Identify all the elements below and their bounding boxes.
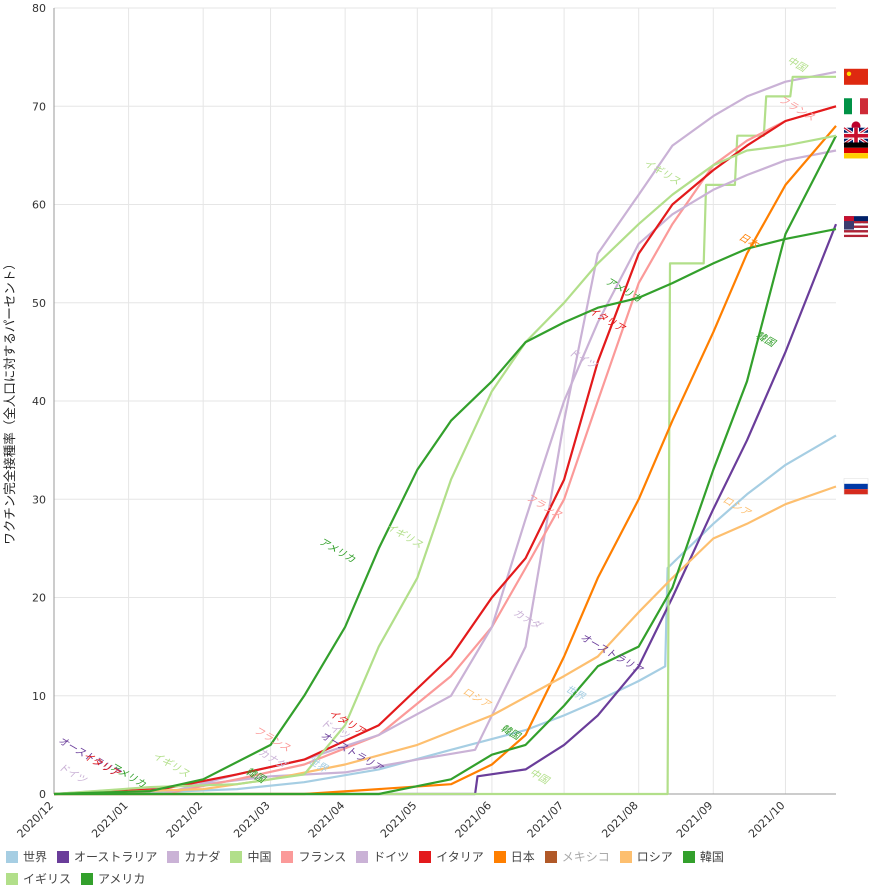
series-annotation: ドイツ <box>56 762 88 787</box>
legend-item[interactable]: フランス <box>281 846 346 868</box>
legend-item[interactable]: カナダ <box>167 846 220 868</box>
series-annotation: アメリカ <box>317 536 357 565</box>
legend-swatch <box>356 851 369 863</box>
legend-swatch <box>682 851 695 863</box>
series-line-canada <box>53 70 837 796</box>
x-tick-label: 2021/08 <box>599 799 641 841</box>
legend-item[interactable]: 韓国 <box>682 846 724 868</box>
legend-label: 世界 <box>23 850 48 864</box>
legend-swatch <box>6 851 18 863</box>
y-tick-label: 50 <box>32 297 46 310</box>
series-annotation: ロシア <box>461 686 494 712</box>
legend-item[interactable]: 世界 <box>6 846 47 868</box>
legend-swatch <box>419 851 432 863</box>
legend-label: 日本 <box>510 850 535 864</box>
y-tick-label: 60 <box>32 199 46 212</box>
legend-swatch <box>81 873 94 885</box>
series-line-russia <box>53 485 837 796</box>
y-tick-label: 30 <box>32 493 46 506</box>
legend-item[interactable]: イギリス <box>6 868 71 890</box>
x-tick-label: 2020/12 <box>15 799 57 841</box>
series-annotation: オーストラリア <box>578 632 645 677</box>
y-tick-label: 70 <box>32 100 46 113</box>
x-tick-label: 2021/09 <box>674 799 716 841</box>
legend-label: ドイツ <box>373 850 410 864</box>
united-states-flag-icon <box>844 221 868 238</box>
y-tick-label: 10 <box>32 690 46 703</box>
legend-item[interactable]: 中国 <box>230 846 271 868</box>
series-annotation: フランス <box>252 725 292 754</box>
series-line-australia <box>54 223 838 796</box>
legend-swatch <box>493 851 506 863</box>
series-annotation: イギリス <box>151 750 192 780</box>
legend-swatch <box>544 851 557 863</box>
legend-label: イギリス <box>23 872 72 886</box>
legend-label: フランス <box>298 850 347 864</box>
germany-flag-icon <box>844 142 868 159</box>
legend-swatch <box>281 851 294 863</box>
x-tick-label: 2021/03 <box>231 799 273 841</box>
legend-swatch <box>619 851 632 863</box>
legend-item[interactable]: ロシア <box>619 846 673 868</box>
x-tick-label: 2021/02 <box>164 799 206 841</box>
x-tick-label: 2021/06 <box>453 799 495 841</box>
china-flag-icon <box>844 68 868 85</box>
italy-flag-icon <box>844 98 868 115</box>
legend-item[interactable]: ドイツ <box>356 846 409 868</box>
x-tick-label: 2021/01 <box>89 799 131 841</box>
legend-item[interactable]: 日本 <box>493 846 535 868</box>
legend-item[interactable]: オーストラリア <box>57 846 157 868</box>
y-tick-label: 20 <box>32 592 46 605</box>
legend-label: オーストラリア <box>74 850 158 864</box>
legend-swatch <box>230 851 243 863</box>
y-tick-label: 0 <box>39 788 46 801</box>
legend-label: イタリア <box>436 850 484 864</box>
legend-swatch <box>6 873 18 885</box>
series-annotation: ドイツ <box>566 347 598 372</box>
legend-label: 中国 <box>247 850 272 864</box>
series-annotation: イタリア <box>586 305 628 336</box>
chart-legend: 世界 オーストラリア カナダ 中国 フランス ドイツ イタリア 日本 メキシコ ロシア 韓国イギリス… <box>6 846 806 890</box>
series-line-china <box>54 75 836 796</box>
y-tick-label: 40 <box>32 395 46 408</box>
x-tick-label: 2021/10 <box>746 799 788 841</box>
legend-item[interactable]: アメリカ <box>81 868 145 890</box>
series-line-united-nations <box>53 434 837 796</box>
grid <box>53 7 836 795</box>
legend-item[interactable]: イタリア <box>419 846 484 868</box>
series-annotation: フランス <box>776 94 816 123</box>
legend-label: ロシア <box>636 850 673 864</box>
series-line-italy <box>53 105 837 796</box>
russia-flag-icon <box>843 478 869 495</box>
series-annotation: 韓国 <box>754 329 779 350</box>
x-tick-label: 2021/04 <box>306 799 348 841</box>
series-line-united-kingdom <box>53 134 837 796</box>
legend-swatch <box>57 851 70 863</box>
legend-label: メキシコ <box>561 850 610 864</box>
series-line-germany <box>54 149 837 796</box>
y-axis-label: ワクチン完全接種率（全人口に対するパーセント） <box>2 257 17 545</box>
series-annotation: 中国 <box>527 766 552 787</box>
legend-swatch <box>167 851 180 863</box>
legend-label: カナダ <box>184 850 221 864</box>
series-line-united-states <box>53 228 837 796</box>
legend-label: 韓国 <box>699 850 724 864</box>
x-tick-label: 2021/07 <box>525 799 567 841</box>
series-annotation: ロシア <box>720 495 753 521</box>
series-line-japan <box>54 125 837 796</box>
legend-label: アメリカ <box>98 872 146 886</box>
series-line-france <box>54 105 837 796</box>
series-annotation: 中国 <box>785 54 810 75</box>
series-line-south-korea <box>54 135 837 796</box>
legend-item[interactable]: メキシコ <box>544 846 610 868</box>
series-annotation: イギリス <box>384 521 425 551</box>
united-kingdom-flag-icon <box>843 126 869 145</box>
x-tick-label: 2021/05 <box>378 799 420 841</box>
y-tick-label: 80 <box>32 2 46 15</box>
